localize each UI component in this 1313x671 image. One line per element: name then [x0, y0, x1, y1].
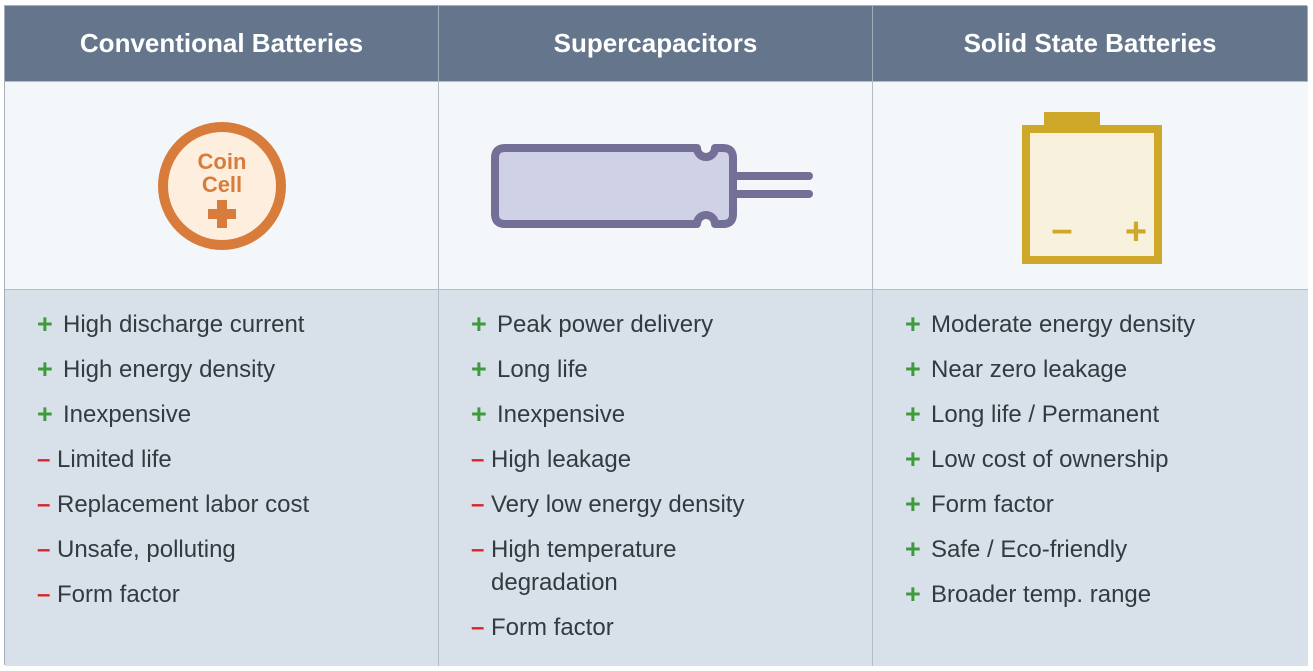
list-item-text: High energy density	[63, 356, 276, 383]
coin-cell-icon: Coin Cell	[157, 121, 286, 250]
list-item-text: Moderate energy density	[931, 311, 1196, 338]
list-item-text: Near zero leakage	[931, 356, 1128, 383]
list-item-text: High temperature degradation	[491, 536, 677, 596]
pros-cons-list-supercapacitor: + Peak power delivery + Long life + Inexpensi…	[471, 308, 872, 644]
list-item: + Form factor	[905, 488, 1308, 521]
minus-icon: –	[37, 581, 51, 608]
list-cell-supercapacitor: + Peak power delivery + Long life + Inexpensi…	[439, 290, 873, 666]
list-item-text: Long life	[497, 356, 588, 383]
minus-icon: –	[471, 491, 485, 518]
header-conventional-batteries: Conventional Batteries	[5, 6, 439, 81]
list-item: + Low cost of ownership	[905, 443, 1308, 476]
plus-icon: +	[471, 399, 487, 429]
icon-cell-solid-state: – +	[873, 81, 1308, 290]
plus-icon: +	[471, 354, 487, 384]
list-item-text: Low cost of ownership	[931, 446, 1169, 473]
plus-icon: +	[37, 354, 53, 384]
list-item-text: Form factor	[57, 581, 180, 608]
minus-icon: –	[37, 446, 51, 473]
list-item: + Long life / Permanent	[905, 398, 1308, 431]
minus-icon: –	[471, 536, 485, 563]
plus-icon: +	[905, 534, 921, 564]
list-item: + Near zero leakage	[905, 353, 1308, 386]
list-item-text: High leakage	[491, 446, 632, 473]
list-item-text: Broader temp. range	[931, 581, 1152, 608]
list-item: + Inexpensive	[471, 398, 872, 431]
icon-cell-conventional: Coin Cell	[5, 81, 439, 290]
list-cell-solid-state: + Moderate energy density + Near zero leaka…	[873, 290, 1308, 666]
icon-cell-supercapacitor	[439, 81, 873, 290]
plus-icon: +	[905, 444, 921, 474]
list-item-text: Peak power delivery	[497, 311, 714, 338]
plus-icon: +	[905, 579, 921, 609]
list-item-text: Unsafe, polluting	[57, 536, 236, 563]
list-item-text: Replacement labor cost	[57, 491, 310, 518]
comparison-table: Conventional Batteries Supercapacitors S…	[4, 5, 1308, 666]
list-item: + High discharge current	[37, 308, 438, 341]
list-cell-conventional: + High discharge current + High energy dens…	[5, 290, 439, 666]
list-item-text: High discharge current	[63, 311, 305, 338]
list-item: + Moderate energy density	[905, 308, 1308, 341]
minus-icon: –	[37, 491, 51, 518]
list-item: + Peak power delivery	[471, 308, 872, 341]
list-item-text: Inexpensive	[63, 401, 192, 428]
list-item: + Long life	[471, 353, 872, 386]
plus-icon: +	[905, 354, 921, 384]
battery-minus-sign: –	[1051, 209, 1072, 251]
list-item: – High temperature degradation	[471, 533, 872, 599]
minus-icon: –	[471, 446, 485, 473]
battery-body	[1021, 124, 1162, 264]
minus-icon: –	[37, 536, 51, 563]
header-supercapacitors: Supercapacitors	[439, 6, 873, 81]
list-item: – Very low energy density	[471, 488, 872, 521]
list-item-text: Form factor	[491, 614, 614, 641]
plus-icon: +	[37, 309, 53, 339]
plus-icon: +	[905, 399, 921, 429]
coin-plus-horizontal	[207, 208, 236, 219]
header-solid-state-batteries: Solid State Batteries	[873, 6, 1308, 81]
list-item-text: Inexpensive	[497, 401, 626, 428]
list-item: – Form factor	[37, 578, 438, 611]
plus-icon: +	[905, 309, 921, 339]
list-item: + High energy density	[37, 353, 438, 386]
plus-icon: +	[905, 489, 921, 519]
list-item-text: Form factor	[931, 491, 1054, 518]
coin-cell-label-bottom: Cell	[201, 172, 241, 197]
list-item: – Form factor	[471, 611, 872, 644]
pros-cons-list-solid-state: + Moderate energy density + Near zero leaka…	[905, 308, 1308, 611]
battery-plus-sign: +	[1124, 211, 1146, 253]
supercapacitor-icon	[490, 143, 813, 228]
list-item-text: Very low energy density	[491, 491, 745, 518]
list-item: – Limited life	[37, 443, 438, 476]
list-item: – Replacement labor cost	[37, 488, 438, 521]
list-item-text: Long life / Permanent	[931, 401, 1160, 428]
pros-cons-list-conventional: + High discharge current + High energy dens…	[37, 308, 438, 611]
plus-icon: +	[471, 309, 487, 339]
list-item-text: Safe / Eco-friendly	[931, 536, 1128, 563]
list-item: + Safe / Eco-friendly	[905, 533, 1308, 566]
minus-icon: –	[471, 614, 485, 641]
list-item: + Broader temp. range	[905, 578, 1308, 611]
list-item: + Inexpensive	[37, 398, 438, 431]
list-item: – High leakage	[471, 443, 872, 476]
list-item-text: Limited life	[57, 446, 172, 473]
list-item: – Unsafe, polluting	[37, 533, 438, 566]
plus-icon: +	[37, 399, 53, 429]
coin-cell-label-top: Coin	[197, 149, 246, 174]
solid-state-battery-icon: – +	[1021, 111, 1162, 264]
